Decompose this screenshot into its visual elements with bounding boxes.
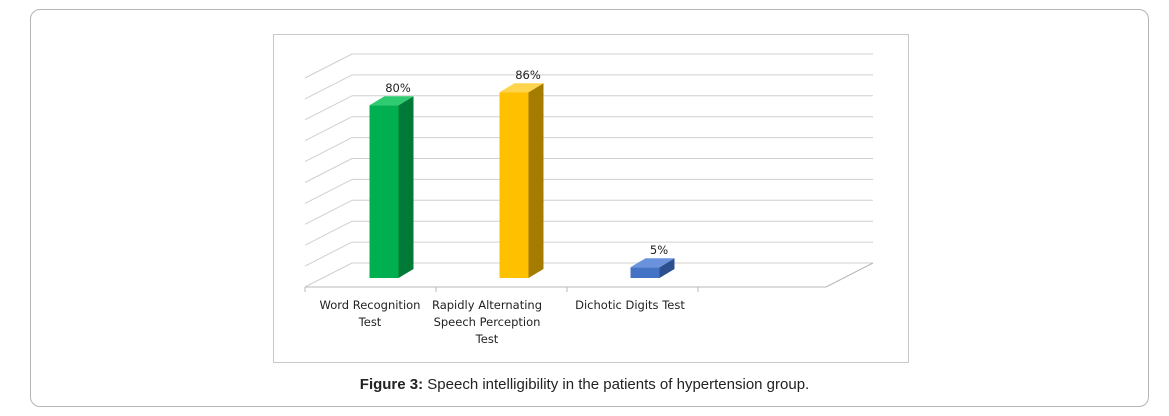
caption-label: Figure 3: xyxy=(359,376,424,393)
bar-3 xyxy=(630,258,675,278)
gridline-side xyxy=(304,220,353,246)
x-tick-label-line: Test xyxy=(475,332,499,346)
gridline-side xyxy=(304,262,353,288)
gridline-side xyxy=(304,74,353,100)
x-tick-label-line: Word Recognition xyxy=(319,298,421,312)
data-label: 80% xyxy=(385,81,411,95)
gridline-side xyxy=(304,137,353,163)
bar-side xyxy=(659,258,675,278)
bar-top xyxy=(499,83,544,93)
bar-2 xyxy=(499,83,544,279)
bar-1 xyxy=(369,96,414,278)
caption-text: Speech intelligibility in the patients o… xyxy=(423,376,810,393)
bar-side xyxy=(398,96,414,278)
bar-top xyxy=(369,96,414,106)
gridline-side xyxy=(304,116,353,142)
x-tick-label-line: Dichotic Digits Test xyxy=(575,298,685,312)
gridline-side xyxy=(304,199,353,225)
bar-front xyxy=(499,92,529,279)
floor-edge xyxy=(825,262,874,288)
data-label: 86% xyxy=(515,68,541,82)
gridline-side xyxy=(304,158,353,183)
x-tick-label: Dichotic Digits Test xyxy=(565,297,695,314)
bar-front xyxy=(369,105,399,278)
x-tick-label-line: Speech Perception xyxy=(433,315,541,329)
gridline-side xyxy=(304,53,353,79)
x-tick-label: Word Recognition Test xyxy=(305,297,435,331)
figure-caption: Figure 3: Speech intelligibility in the … xyxy=(0,376,1169,393)
gridline-side xyxy=(304,178,353,204)
bar-side xyxy=(528,83,544,279)
bar-top xyxy=(630,258,675,268)
x-tick-label-line: Rapidly Alternating xyxy=(431,298,543,312)
gridline-side xyxy=(304,95,353,121)
gridline-side xyxy=(304,241,353,267)
x-tick-label-line: Test xyxy=(358,315,382,329)
data-label: 5% xyxy=(650,243,668,257)
bar-front xyxy=(630,267,660,278)
x-tick-label: Rapidly Alternating Speech Perception Test xyxy=(422,297,552,348)
